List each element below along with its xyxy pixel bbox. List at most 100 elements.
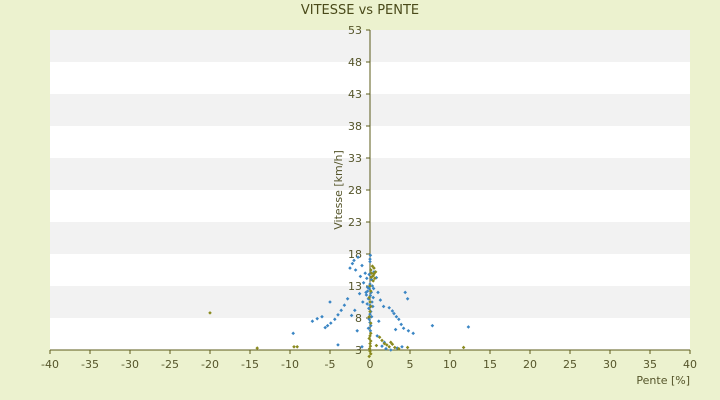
data-point-series-1 (367, 272, 371, 277)
x-tick-label: -5 (325, 358, 336, 371)
x-tick-label: 40 (683, 358, 697, 371)
data-point-series-1 (348, 266, 352, 270)
data-point-series-2 (389, 340, 393, 345)
x-tick-label: 25 (563, 358, 577, 371)
x-tick-label: -10 (281, 358, 299, 371)
data-point-series-1 (356, 255, 360, 259)
data-point-series-1 (466, 325, 471, 329)
data-point-series-1 (387, 305, 391, 310)
data-point-series-1 (430, 323, 435, 328)
data-point-series-1 (358, 274, 363, 279)
data-point-series-1 (394, 314, 399, 319)
data-point-series-2 (208, 311, 212, 315)
data-point-series-1 (323, 325, 327, 330)
data-point-series-2 (385, 343, 389, 347)
y-tick-label: 3 (355, 344, 362, 357)
data-point-series-1 (363, 271, 367, 275)
data-point-series-1 (395, 346, 399, 350)
data-point-series-1 (315, 316, 319, 321)
x-tick-label: 5 (407, 358, 414, 371)
data-point-series-1 (378, 298, 383, 302)
data-point-series-2 (405, 345, 410, 350)
data-point-series-1 (360, 345, 364, 349)
data-point-series-2 (387, 345, 391, 349)
data-point-series-2 (369, 304, 373, 309)
data-point-series-1 (336, 313, 340, 317)
data-point-series-1 (349, 313, 354, 318)
data-point-series-1 (390, 309, 395, 313)
data-point-series-2 (367, 295, 371, 300)
data-point-series-1 (361, 300, 365, 304)
data-point-series-2 (371, 279, 375, 283)
data-point-series-1 (403, 290, 407, 295)
data-point-series-1 (328, 300, 332, 304)
y-tick-label: 38 (348, 120, 362, 133)
data-point-series-1 (310, 319, 315, 323)
data-point-series-1 (353, 268, 358, 272)
data-point-series-1 (367, 317, 371, 322)
data-point-series-1 (397, 317, 401, 322)
data-point-series-2 (369, 321, 373, 325)
data-point-series-1 (369, 314, 374, 319)
x-axis-label: Pente [%] (636, 374, 690, 387)
data-point-series-2 (295, 345, 299, 349)
data-point-series-1 (392, 311, 396, 316)
data-point-series-1 (361, 281, 366, 285)
data-point-series-1 (375, 334, 379, 338)
data-point-series-1 (376, 290, 380, 295)
data-point-series-2 (255, 346, 259, 350)
data-point-series-1 (406, 329, 411, 333)
data-point-series-2 (368, 344, 373, 348)
y-tick-label: 18 (348, 248, 362, 261)
data-point-series-2 (368, 341, 372, 346)
data-point-series-2 (461, 345, 466, 350)
x-tick-label: 30 (603, 358, 617, 371)
y-tick-label: 23 (348, 216, 362, 229)
data-point-series-2 (368, 334, 372, 338)
data-point-series-2 (371, 273, 375, 278)
data-point-series-1 (369, 323, 373, 328)
data-point-series-1 (371, 304, 375, 309)
x-tick-label: -35 (81, 358, 99, 371)
y-tick-label: 48 (348, 56, 362, 69)
data-point-series-1 (393, 327, 398, 332)
data-point-series-1 (389, 348, 393, 352)
data-point-series-1 (374, 275, 379, 280)
data-point-series-2 (382, 341, 387, 346)
x-tick-label: -20 (201, 358, 219, 371)
data-point-series-2 (367, 354, 371, 359)
data-point-series-1 (336, 343, 340, 347)
data-point-series-1 (364, 293, 369, 297)
data-point-series-1 (360, 263, 364, 268)
data-point-series-1 (329, 321, 333, 325)
data-point-series-1 (368, 259, 372, 264)
data-point-series-2 (393, 345, 397, 350)
data-point-series-1 (342, 303, 347, 307)
data-point-series-1 (381, 304, 386, 309)
x-tick-label: 10 (443, 358, 457, 371)
data-point-series-1 (325, 323, 330, 328)
data-point-series-1 (339, 308, 343, 313)
data-point-series-2 (368, 349, 372, 354)
data-point-series-1 (366, 297, 371, 301)
data-point-series-2 (377, 335, 382, 339)
x-tick-label: -40 (41, 358, 59, 371)
y-tick-label: 8 (355, 312, 362, 325)
data-point-series-1 (377, 319, 381, 323)
x-tick-label: -15 (241, 358, 259, 371)
data-point-series-2 (367, 314, 371, 319)
data-point-series-2 (397, 346, 401, 351)
data-point-series-2 (369, 289, 373, 293)
data-point-series-2 (369, 275, 374, 279)
x-tick-label: 20 (523, 358, 537, 371)
data-point-series-1 (401, 326, 406, 331)
x-tick-label: 35 (643, 358, 657, 371)
data-point-series-1 (370, 284, 375, 288)
data-point-series-1 (368, 257, 372, 261)
data-point-series-1 (352, 258, 356, 263)
x-tick-label: -30 (121, 358, 139, 371)
data-point-series-2 (374, 343, 379, 348)
